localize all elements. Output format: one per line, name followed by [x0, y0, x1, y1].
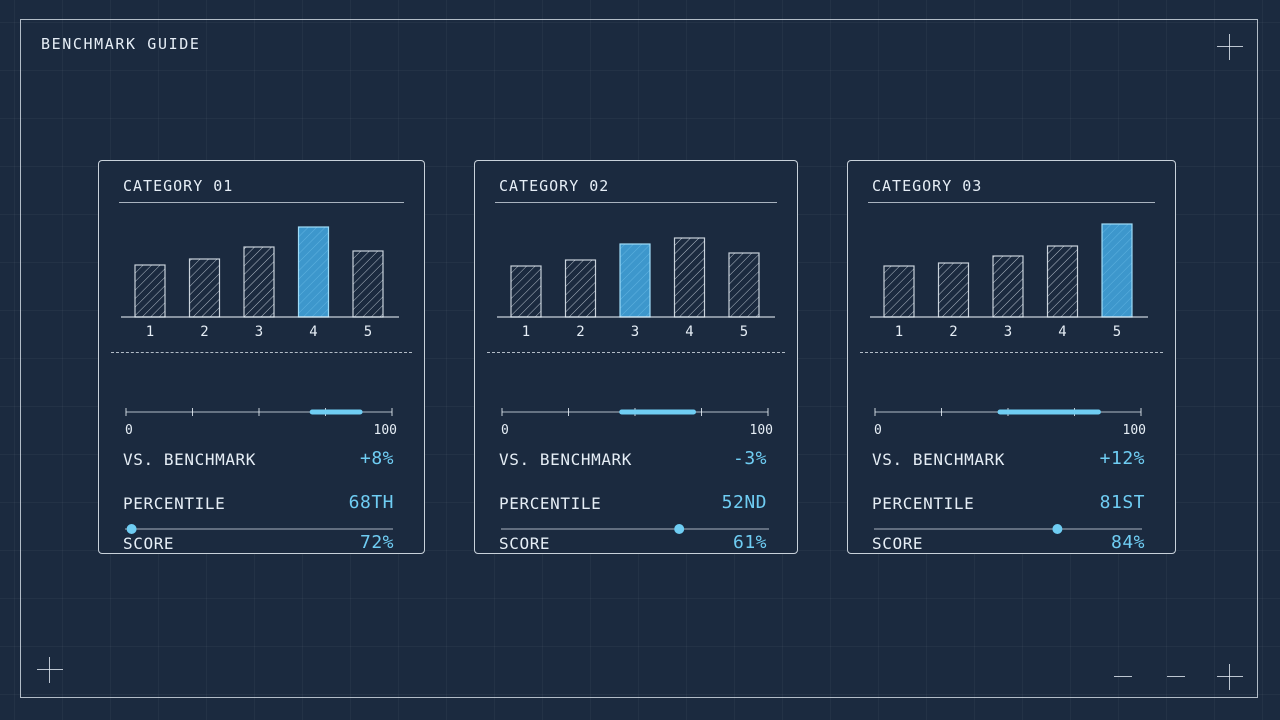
benchmark-value: +12% — [1100, 448, 1145, 469]
dashed-divider — [860, 352, 1163, 353]
percentile-label: PERCENTILE — [872, 494, 974, 513]
score-label: SCORE — [499, 534, 550, 553]
x-tick-label: 2 — [576, 324, 584, 340]
percentile-marker — [127, 524, 137, 534]
percentile-value: 52ND — [722, 492, 767, 513]
card-title: CATEGORY 01 — [123, 177, 233, 195]
score-value: 72% — [360, 532, 394, 553]
bar — [244, 247, 274, 317]
score-scale: 0 100 — [125, 406, 405, 440]
percentile-label: PERCENTILE — [123, 494, 225, 513]
x-tick-label: 4 — [685, 324, 693, 340]
bar — [511, 266, 541, 317]
bar — [135, 265, 165, 317]
scale-max-label: 100 — [374, 423, 397, 438]
category-card: CATEGORY 01 1 2 3 4 5 SCORE 72% 0 100 VS. BEN… — [98, 160, 425, 554]
x-tick-label: 5 — [1113, 324, 1121, 340]
percentile-label: PERCENTILE — [499, 494, 601, 513]
bar — [1048, 246, 1078, 317]
score-label: SCORE — [872, 534, 923, 553]
dashed-divider — [111, 352, 412, 353]
percentile-marker — [674, 524, 684, 534]
x-tick-label: 2 — [200, 324, 208, 340]
benchmark-label: VS. BENCHMARK — [872, 450, 1005, 469]
scale-min-label: 0 — [501, 423, 509, 438]
x-tick-label: 3 — [1004, 324, 1012, 340]
bar-highlighted — [620, 244, 650, 317]
scale-min-label: 0 — [874, 423, 882, 438]
bar — [993, 256, 1023, 317]
bar — [190, 259, 220, 317]
x-tick-label: 3 — [255, 324, 263, 340]
percentile-value: 68TH — [349, 492, 394, 513]
scale-max-label: 100 — [750, 423, 773, 438]
benchmark-label: VS. BENCHMARK — [499, 450, 632, 469]
bar-highlighted — [299, 227, 329, 317]
score-label: SCORE — [123, 534, 174, 553]
percentile-value: 81ST — [1100, 492, 1145, 513]
bar — [729, 253, 759, 317]
benchmark-value: +8% — [360, 448, 394, 469]
bar — [353, 251, 383, 317]
page-title: BENCHMARK GUIDE — [41, 35, 200, 53]
corner-dash-icon — [1114, 676, 1132, 677]
bar — [566, 260, 596, 317]
title-divider — [119, 202, 404, 203]
bar-chart: 1 2 3 4 5 — [121, 219, 403, 349]
bar — [675, 238, 705, 317]
x-tick-label: 4 — [309, 324, 317, 340]
title-divider — [495, 202, 777, 203]
bar-chart: 1 2 3 4 5 — [497, 219, 779, 349]
percentile-track — [874, 523, 1146, 535]
category-card: CATEGORY 03 1 2 3 4 5 SCORE 84% 0 100 VS. BEN… — [847, 160, 1176, 554]
percentile-marker — [1052, 524, 1062, 534]
percentile-track — [501, 523, 773, 535]
category-card: CATEGORY 02 1 2 3 4 5 SCORE 61% 0 100 VS. BEN… — [474, 160, 798, 554]
x-tick-label: 1 — [522, 324, 530, 340]
x-tick-label: 2 — [949, 324, 957, 340]
corner-crosshair-icon — [1217, 34, 1243, 60]
scale-max-label: 100 — [1123, 423, 1146, 438]
corner-crosshair-icon — [37, 657, 63, 683]
score-value: 84% — [1111, 532, 1145, 553]
x-tick-label: 5 — [364, 324, 372, 340]
benchmark-value: -3% — [733, 448, 767, 469]
scale-min-label: 0 — [125, 423, 133, 438]
bar — [939, 263, 969, 317]
corner-crosshair-icon — [1217, 664, 1243, 690]
title-divider — [868, 202, 1155, 203]
card-title: CATEGORY 02 — [499, 177, 609, 195]
bar-highlighted — [1102, 224, 1132, 317]
score-scale: 0 100 — [501, 406, 781, 440]
x-tick-label: 1 — [146, 324, 154, 340]
dashed-divider — [487, 352, 785, 353]
x-tick-label: 1 — [895, 324, 903, 340]
benchmark-label: VS. BENCHMARK — [123, 450, 256, 469]
bar — [884, 266, 914, 317]
card-title: CATEGORY 03 — [872, 177, 982, 195]
score-scale: 0 100 — [874, 406, 1154, 440]
percentile-track — [125, 523, 397, 535]
x-tick-label: 4 — [1058, 324, 1066, 340]
x-tick-label: 5 — [740, 324, 748, 340]
x-tick-label: 3 — [631, 324, 639, 340]
score-value: 61% — [733, 532, 767, 553]
corner-dash-icon — [1167, 676, 1185, 677]
bar-chart: 1 2 3 4 5 — [870, 219, 1152, 349]
